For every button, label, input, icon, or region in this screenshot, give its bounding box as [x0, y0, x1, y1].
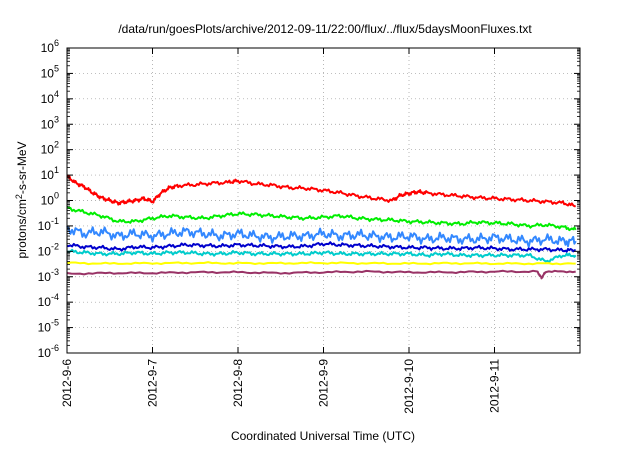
- y-tick-exponent: -3: [51, 267, 59, 277]
- x-tick-label: 2012-9-11: [488, 359, 502, 413]
- series-line-5: [66, 248, 577, 264]
- chart-title: /data/run/goesPlots/archive/2012-09-11/2…: [118, 22, 532, 36]
- x-tick-label: 2012-9-10: [402, 359, 416, 414]
- x-tick-label: 2012-9-7: [146, 359, 160, 407]
- y-tick-exponent: -5: [51, 318, 59, 328]
- y-tick-label: 103: [41, 114, 59, 131]
- series-line-1: [66, 174, 576, 208]
- y-tick-base: 10: [41, 66, 55, 80]
- y-tick-base: 10: [41, 168, 55, 182]
- series-line-4: [66, 241, 576, 253]
- y-tick-label: 105: [41, 63, 59, 80]
- y-tick-exponent: 6: [54, 38, 59, 48]
- y-tick-base: 10: [41, 92, 55, 106]
- x-tick-label: 2012-9-6: [60, 359, 74, 407]
- y-tick-label: 102: [41, 140, 59, 157]
- y-axis-label-sup: 2: [14, 194, 24, 199]
- y-tick-base: 10: [38, 219, 52, 233]
- y-tick-exponent: -1: [51, 216, 59, 226]
- y-tick-base: 10: [38, 346, 52, 360]
- y-tick-exponent: -6: [51, 343, 59, 353]
- y-tick-label: 101: [41, 165, 59, 182]
- x-tick-label: 2012-9-9: [317, 359, 331, 407]
- y-tick-base: 10: [41, 117, 55, 131]
- y-tick-exponent: 4: [54, 89, 59, 99]
- y-axis-label-base: protons/cm: [15, 199, 29, 258]
- y-tick-exponent: -2: [51, 241, 59, 251]
- y-tick-exponent: 2: [54, 140, 59, 150]
- y-tick-exponent: 3: [54, 114, 59, 124]
- y-tick-exponent: -4: [51, 292, 59, 302]
- series-line-6: [66, 261, 576, 266]
- y-tick-label: 10-4: [38, 292, 59, 309]
- x-axis-label: Coordinated Universal Time (UTC): [231, 429, 415, 443]
- y-tick-base: 10: [38, 244, 52, 258]
- y-tick-label: 106: [41, 38, 59, 55]
- series-layer: [66, 174, 577, 280]
- y-tick-label: 10-1: [38, 216, 59, 233]
- x-tick-label: 2012-9-8: [231, 359, 245, 407]
- y-tick-exponent: 1: [54, 165, 59, 175]
- series-line-7: [66, 269, 576, 280]
- series-line-2: [66, 206, 577, 232]
- y-tick-base: 10: [41, 41, 55, 55]
- series-line-3: [66, 225, 577, 248]
- y-tick-base: 10: [41, 194, 55, 208]
- y-tick-label: 10-2: [38, 241, 59, 258]
- y-tick-base: 10: [41, 143, 55, 157]
- y-tick-exponent: 5: [54, 63, 59, 73]
- y-ticks: 10-610-510-410-310-210-11001011021031041…: [38, 38, 580, 360]
- y-tick-label: 10-5: [38, 318, 59, 335]
- y-tick-base: 10: [38, 295, 52, 309]
- y-tick-label: 100: [41, 191, 59, 208]
- y-tick-label: 10-3: [38, 267, 59, 284]
- y-tick-base: 10: [38, 321, 52, 335]
- y-axis-label-rest: -s-sr-MeV: [15, 141, 29, 194]
- y-tick-exponent: 0: [54, 191, 59, 201]
- x-ticks: 2012-9-6 2012-9-7 2012-9-8 2012-9-9 2012-9-1…: [60, 48, 502, 414]
- y-tick-base: 10: [38, 270, 52, 284]
- y-tick-label: 10-6: [38, 343, 59, 360]
- y-tick-label: 104: [41, 89, 59, 106]
- y-axis-label: protons/cm2-s-sr-MeV: [14, 141, 29, 258]
